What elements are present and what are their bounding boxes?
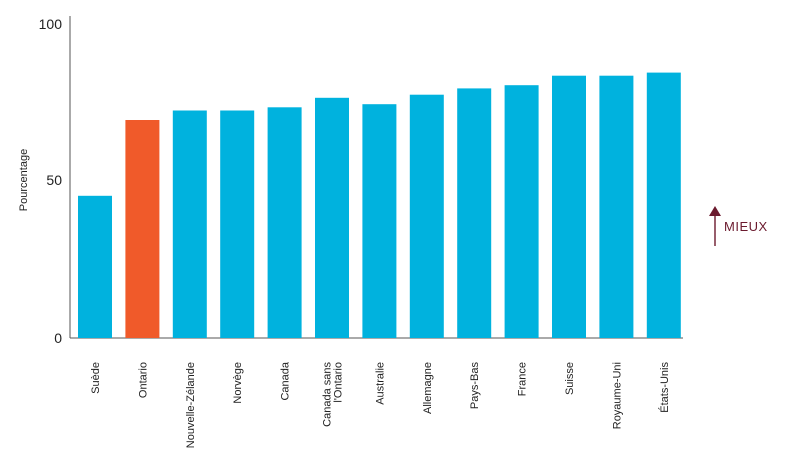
x-tick-label: Norvège: [232, 362, 244, 404]
bar: [172, 110, 207, 338]
x-tick-labels: Suède Ontario Nouvelle-Zélande Norvège Canad…: [90, 361, 671, 448]
better-indicator: MIEUX: [709, 206, 768, 246]
bar: [315, 97, 349, 338]
x-tick-label: Suisse: [564, 362, 576, 395]
better-label: MIEUX: [724, 219, 768, 234]
x-tick-label: Canada sansl'Ontario: [322, 362, 345, 427]
y-axis: 0 50 100 Pourcentage: [18, 16, 71, 346]
x-tick-label: Nouvelle-Zélande: [185, 362, 197, 448]
bar: [409, 94, 444, 338]
bar: [552, 75, 586, 338]
bar: [78, 195, 112, 338]
bar: [362, 104, 397, 338]
bar: [220, 110, 255, 338]
x-tick-label: Allemagne: [422, 362, 434, 414]
x-tick-label: Royaume-Uni: [611, 362, 623, 429]
x-tick-label: Pays-Bas: [469, 362, 481, 410]
x-tick-label: Australie: [374, 362, 386, 405]
y-axis-title: Pourcentage: [18, 149, 30, 211]
bar-highlight: [125, 120, 160, 338]
x-tick-label: États-Unis: [658, 362, 671, 413]
y-tick-label: 50: [46, 172, 62, 188]
x-tick-label: Suède: [90, 362, 102, 394]
x-tick-label: Ontario: [137, 362, 149, 398]
x-tick-label: Canada: [280, 361, 292, 400]
bar: [504, 85, 539, 338]
bars: [78, 72, 681, 339]
x-tick-label: France: [517, 362, 529, 396]
y-tick-label: 100: [39, 16, 63, 32]
better-arrow-icon: [709, 206, 721, 216]
bar: [599, 75, 634, 338]
bar: [457, 88, 492, 339]
bar: [267, 107, 302, 338]
y-tick-label: 0: [54, 330, 62, 346]
bar: [646, 72, 681, 338]
